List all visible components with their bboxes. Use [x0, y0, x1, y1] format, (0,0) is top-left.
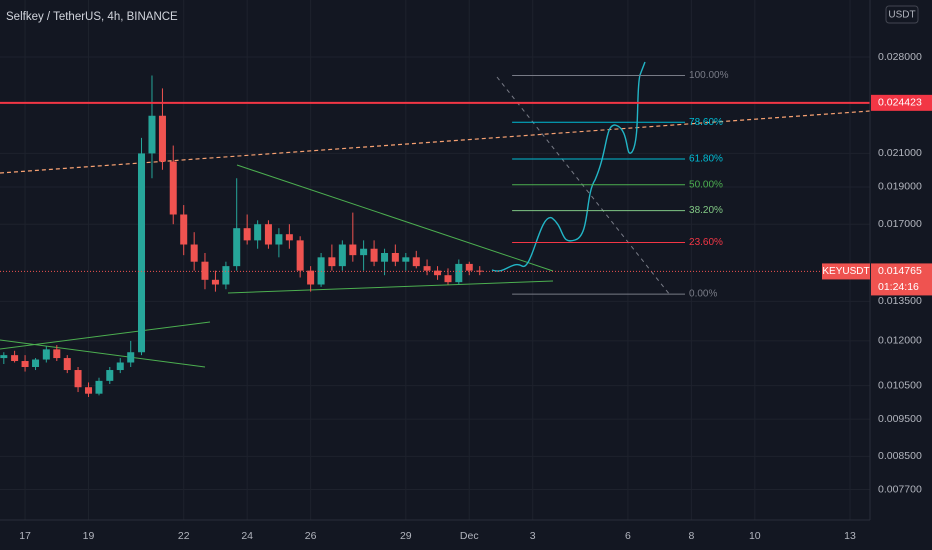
candle-body — [370, 248, 378, 262]
candle-body — [307, 270, 315, 285]
candle-body — [455, 263, 463, 283]
candle-body — [285, 234, 293, 241]
currency-label: USDT — [888, 10, 915, 21]
candle-body — [0, 355, 8, 359]
y-tick-label: 0.012000 — [878, 335, 922, 347]
candle-body — [391, 252, 399, 262]
x-tick-label: 3 — [530, 530, 536, 542]
last-price-label: 0.014765 — [878, 265, 922, 277]
candle-body — [180, 214, 188, 245]
candle-body — [53, 349, 61, 359]
candle-body — [106, 370, 114, 381]
fib-label: 38.20% — [689, 205, 723, 216]
candle-body — [74, 370, 82, 388]
candle-body — [328, 257, 336, 267]
candle-body — [434, 270, 442, 276]
candle-body — [116, 362, 124, 371]
fib-label: 0.00% — [689, 289, 717, 300]
candle-body — [412, 257, 420, 267]
candle-body — [138, 153, 146, 353]
candle-body — [201, 261, 209, 280]
fib-label: 50.00% — [689, 179, 723, 190]
x-tick-label: 17 — [19, 530, 31, 542]
candle-body — [317, 257, 325, 285]
x-tick-label: 26 — [305, 530, 317, 542]
candle-body — [169, 161, 177, 215]
candle-body — [476, 270, 484, 272]
candle-body — [85, 387, 93, 394]
y-tick-label: 0.009500 — [878, 413, 922, 425]
x-tick-label: 13 — [844, 530, 856, 542]
x-tick-label: 10 — [749, 530, 761, 542]
candle-body — [360, 248, 368, 256]
fib-diagonal — [496, 76, 671, 296]
candle-body — [233, 228, 241, 267]
candle-body — [423, 266, 431, 271]
last-price-badge — [871, 263, 932, 296]
candle-body — [264, 224, 272, 245]
candle-body — [42, 349, 50, 360]
candle-body — [296, 240, 304, 271]
fib-label: 78.60% — [689, 117, 723, 128]
candle-body — [465, 263, 473, 271]
candle-body — [11, 355, 19, 362]
x-tick-label: 6 — [625, 530, 631, 542]
fibonacci: 100.00% 78.60% 61.80% 50.00% 38.20% 23.60% 0.0… — [512, 70, 729, 300]
candle-body — [32, 359, 40, 367]
y-tick-label: 0.019000 — [878, 181, 922, 193]
wedge-bottom — [0, 339, 206, 368]
y-tick-label: 0.013500 — [878, 295, 922, 307]
countdown-label: 01:24:16 — [878, 281, 919, 293]
candle-body — [95, 380, 103, 394]
triangle-top — [236, 164, 554, 272]
price-levels — [0, 101, 870, 272]
candle-body — [444, 275, 452, 283]
forecast-path — [491, 61, 646, 272]
x-tick-label: 24 — [241, 530, 253, 542]
candle-body — [21, 361, 29, 367]
candle-body — [381, 252, 389, 262]
candle-body — [275, 234, 283, 245]
x-tick-label: 29 — [400, 530, 412, 542]
resistance-badge — [871, 94, 932, 111]
currency-badge[interactable] — [885, 5, 919, 24]
y-tick-label: 0.010500 — [878, 379, 922, 391]
candle-body — [190, 244, 198, 262]
axes: 0.028000 0.021000 0.019000 0.017000 0.013500… — [19, 51, 932, 542]
candle-body — [254, 224, 262, 241]
candle-body — [211, 279, 219, 285]
x-tick-label: 22 — [178, 530, 190, 542]
chart-title: Selfkey / TetherUS, 4h, BINANCE — [6, 11, 178, 23]
x-tick-label: 8 — [688, 530, 694, 542]
drawings — [0, 61, 871, 368]
y-tick-label: 0.007700 — [878, 483, 922, 495]
x-tick-label: 19 — [83, 530, 95, 542]
candle-body — [338, 244, 346, 267]
resistance-label: 0.024423 — [878, 97, 922, 109]
candle-body — [222, 266, 230, 285]
y-tick-label: 0.017000 — [878, 218, 922, 230]
candle-body — [402, 257, 410, 262]
fib-label: 100.00% — [689, 70, 729, 81]
dashed-trendline — [0, 110, 871, 174]
fib-label: 61.80% — [689, 154, 723, 165]
y-tick-label: 0.028000 — [878, 51, 922, 63]
symbol-label: KEYUSDT — [822, 266, 869, 277]
candle-body — [243, 228, 251, 241]
x-tick-label: Dec — [460, 530, 479, 542]
candle-body — [349, 244, 357, 256]
y-tick-label: 0.021000 — [878, 147, 922, 159]
candle-body — [63, 358, 71, 371]
symbol-badge — [822, 263, 870, 280]
candle-body — [127, 352, 135, 363]
triangle-bottom — [227, 280, 554, 294]
candle-body — [158, 115, 166, 162]
fib-label: 23.60% — [689, 237, 723, 248]
y-tick-label: 0.008500 — [878, 450, 922, 462]
candle-body — [148, 115, 156, 154]
time-axis — [0, 520, 932, 550]
